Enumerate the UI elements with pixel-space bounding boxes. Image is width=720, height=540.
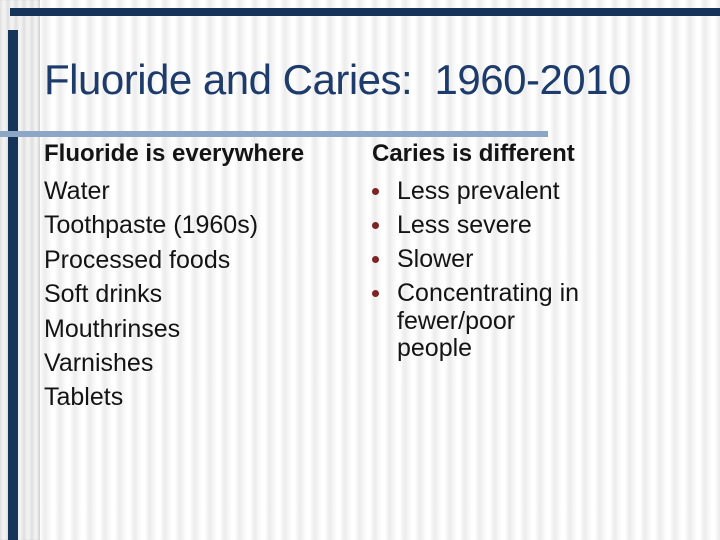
title-underline-rule (0, 131, 548, 137)
bullet-icon (372, 188, 379, 195)
bullet-icon (372, 256, 379, 263)
list-item: Mouthrinses (44, 314, 181, 343)
list-item: Water (44, 177, 110, 205)
left-column-heading: Fluoride is everywhere (44, 140, 305, 167)
bullet-label: Slower (397, 245, 474, 273)
list-item: Soft drinks (44, 280, 163, 309)
caries-differences-list: Less prevalent Less severe Slower Concen… (372, 177, 587, 369)
top-accent-bar (10, 8, 720, 16)
left-stripe-band (0, 0, 40, 540)
list-item: Less prevalent (372, 177, 587, 206)
fluoride-sources-list: Water Toothpaste (1960s) Processed foods… (44, 174, 258, 415)
list-item: Toothpaste (1960s) (44, 211, 259, 240)
bullet-label: Less severe (397, 211, 532, 239)
list-item: Concentrating in fewer/poor people (372, 279, 587, 363)
bullet-label: Concentrating in fewer/poor people (397, 279, 580, 362)
left-accent-bar (8, 30, 18, 540)
list-item: Slower (372, 245, 587, 274)
list-item: Tablets (44, 383, 124, 412)
right-column-heading: Caries is different (372, 140, 575, 167)
bullet-label: Less prevalent (397, 177, 560, 205)
list-item: Varnishes (44, 349, 154, 378)
slide-title: Fluoride and Caries: 1960-2010 (44, 56, 631, 103)
list-item: Processed foods (44, 245, 231, 274)
bullet-icon (372, 222, 379, 229)
list-item: Less severe (372, 211, 587, 240)
bullet-icon (372, 290, 379, 297)
